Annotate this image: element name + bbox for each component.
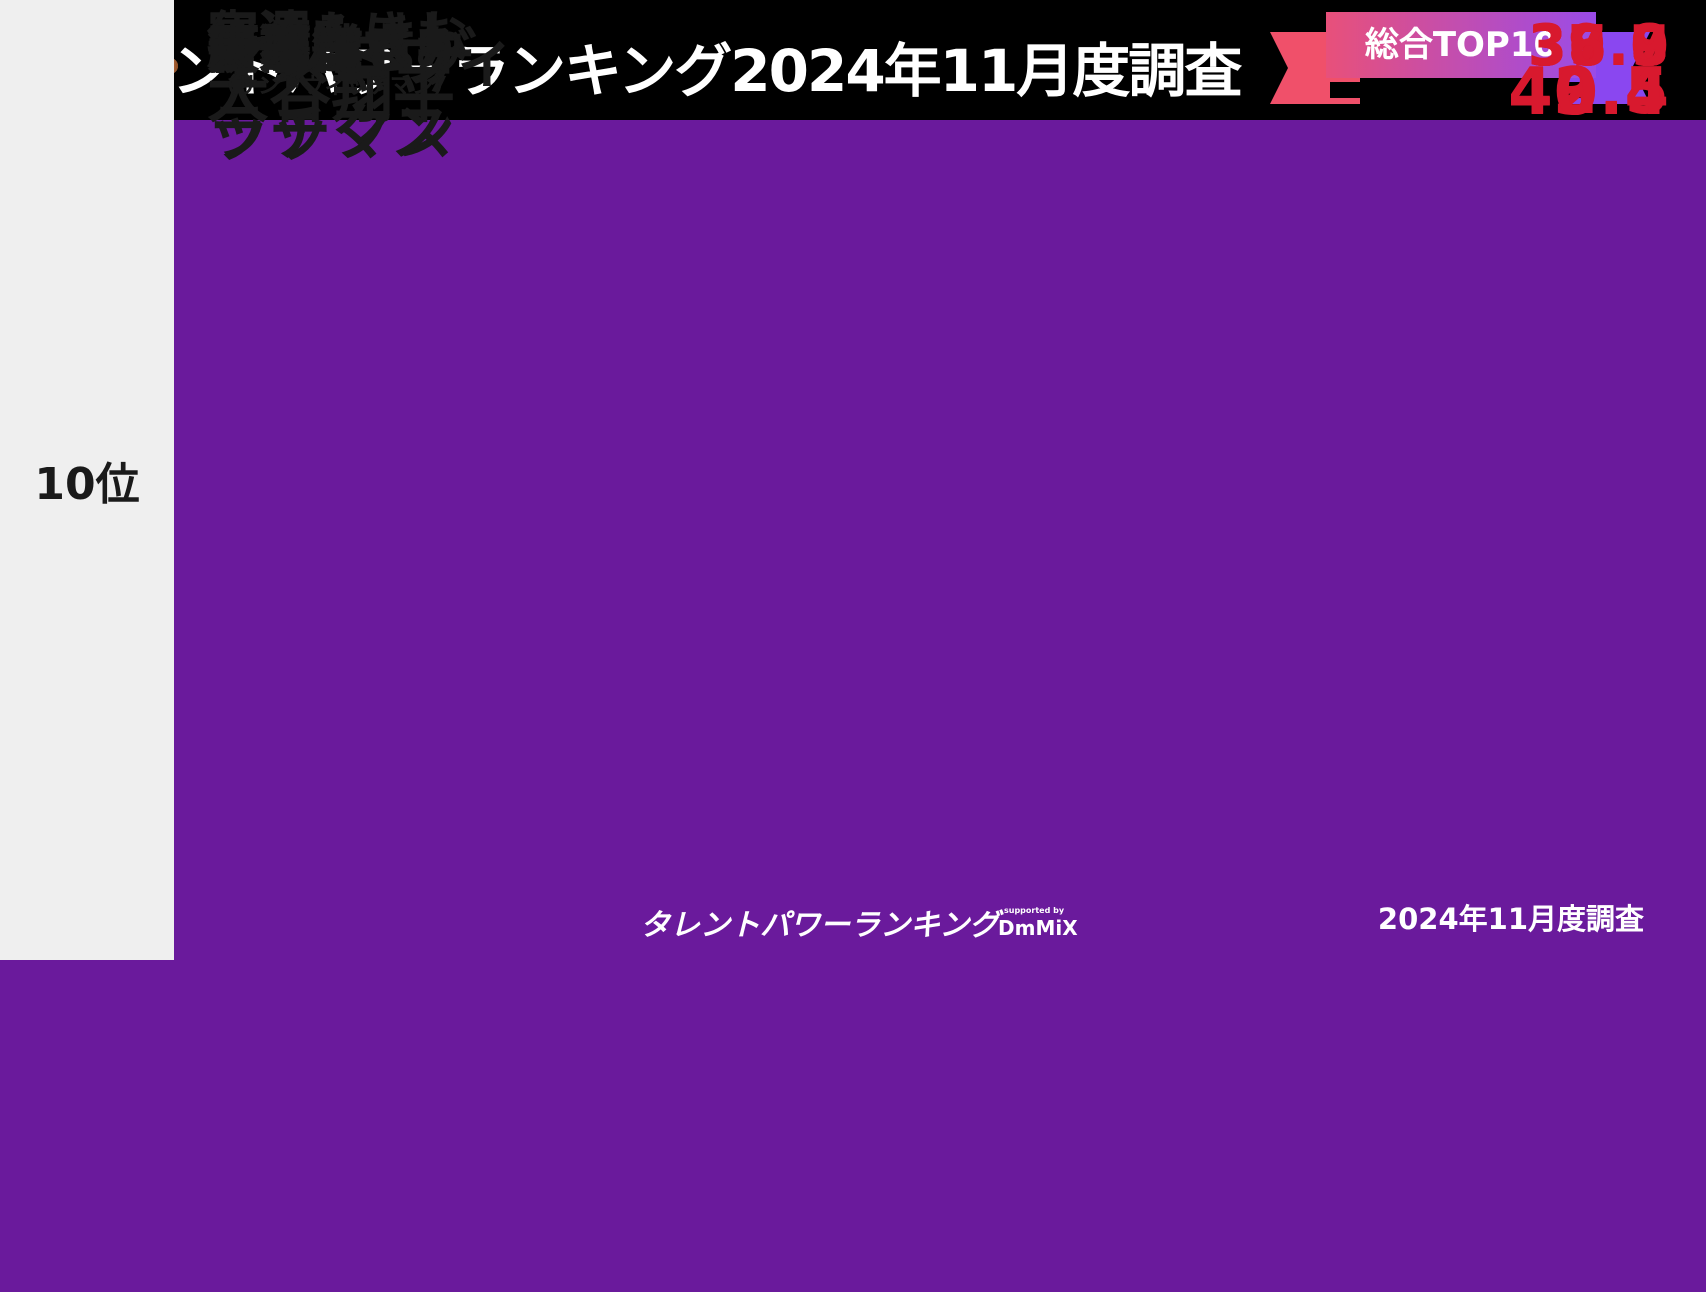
score: 37.8 xyxy=(1527,13,1670,79)
badge: 総合TOP10 xyxy=(1326,12,1596,78)
ranking-card: 9位大泉洋37.0 xyxy=(0,0,1669,1189)
page: タレントパワーランキング2024年11月度調査 総合TOP10 1大谷翔平43.… xyxy=(0,0,1706,960)
footer-brand: DmMiX xyxy=(998,916,1078,940)
name: 伊達みきお xyxy=(207,7,468,67)
score: 38.8 xyxy=(1527,13,1670,79)
name: 富澤たけし xyxy=(207,7,468,67)
name: 長澤まさみ xyxy=(207,21,468,81)
name: マツコ・デラックス xyxy=(207,22,477,169)
name: 綾瀬はるか xyxy=(207,21,468,81)
name: 大谷翔平 xyxy=(207,58,456,131)
ribbon xyxy=(1270,32,1650,104)
name: 阿部寛 xyxy=(207,21,364,81)
subtitle: （サンドウィッチマン） xyxy=(214,74,457,99)
rank-label: 10位 xyxy=(0,0,174,960)
subtitle: （サンドウィッチマン） xyxy=(214,74,457,99)
score: 43.4 xyxy=(1508,55,1670,130)
score: 38.8 xyxy=(1527,13,1670,79)
score: 40.4 xyxy=(1508,55,1670,130)
score: 37.7 xyxy=(1527,13,1670,79)
name: 新垣結衣 xyxy=(207,21,416,81)
score: 42.5 xyxy=(1508,55,1670,129)
ranking-card: 8位長澤まさみ37.7 xyxy=(0,0,1669,1086)
footer-supported: supported by xyxy=(1004,906,1065,915)
score: 36.9 xyxy=(1527,13,1670,79)
name: サンドウィッチマン xyxy=(207,22,518,169)
score: 39.8 xyxy=(1527,13,1670,78)
title: タレントパワーランキング2024年11月度調査 xyxy=(60,37,1242,105)
header: タレントパワーランキング2024年11月度調査 総合TOP10 xyxy=(0,0,1706,120)
footer-date: 2024年11月度調査 xyxy=(1377,902,1644,936)
ranking-card: 10位 阿部寛 36.9 xyxy=(0,0,1669,1292)
footer-logo: タレントパワーランキング xyxy=(640,908,1000,943)
score: 37.0 xyxy=(1527,13,1670,79)
name: 大泉洋 xyxy=(207,21,364,81)
